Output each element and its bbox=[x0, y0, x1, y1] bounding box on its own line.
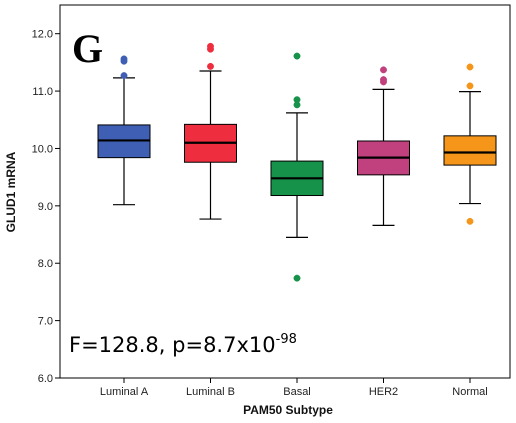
outlier-point bbox=[293, 274, 301, 282]
outlier-point bbox=[380, 66, 387, 74]
outlier-point bbox=[120, 55, 128, 63]
outlier-point bbox=[466, 63, 474, 71]
panel-letter: G bbox=[72, 26, 103, 71]
outlier-point bbox=[207, 42, 214, 50]
x-tick-label: Normal bbox=[452, 386, 487, 398]
y-tick-label: 9.0 bbox=[38, 201, 53, 213]
y-tick-label: 11.0 bbox=[32, 86, 53, 98]
stat-annotation-main: F=128.8, p=8.7x10 bbox=[69, 333, 276, 357]
x-tick-label: Luminal B bbox=[186, 386, 235, 398]
outlier-point bbox=[466, 217, 474, 225]
box-normal bbox=[443, 135, 497, 166]
stat-annotation: F=128.8, p=8.7x10-98 bbox=[69, 332, 297, 357]
outlier-point bbox=[120, 72, 128, 80]
y-tick-label: 8.0 bbox=[38, 258, 53, 270]
x-tick-label: Luminal A bbox=[100, 386, 149, 398]
x-axis-title: PAM50 Subtype bbox=[243, 403, 333, 417]
outlier-point bbox=[207, 62, 214, 70]
y-tick-label: 6.0 bbox=[38, 373, 53, 385]
outlier-point bbox=[293, 96, 301, 104]
y-axis-title: GLUD1 mRNA bbox=[4, 151, 18, 232]
x-tick-label: HER2 bbox=[369, 386, 398, 398]
outlier-point bbox=[380, 76, 387, 84]
x-tick-label: Basal bbox=[283, 386, 311, 398]
y-tick-label: 7.0 bbox=[38, 316, 53, 328]
outlier-point bbox=[293, 52, 301, 60]
outlier-point bbox=[466, 82, 474, 90]
stat-annotation-exponent: -98 bbox=[276, 332, 297, 347]
y-tick-label: 10.0 bbox=[32, 143, 53, 155]
y-tick-label: 12.0 bbox=[32, 29, 53, 41]
